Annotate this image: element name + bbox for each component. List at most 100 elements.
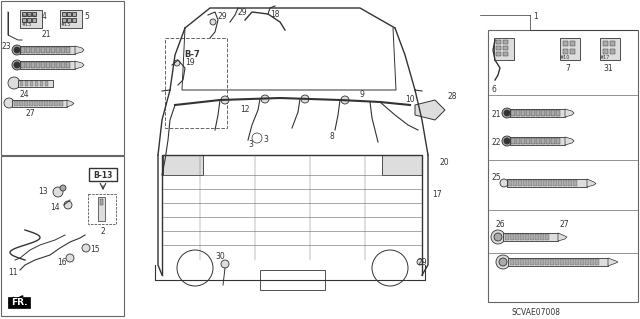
Bar: [60, 10, 82, 28]
Bar: [515, 234, 519, 240]
Bar: [260, 270, 325, 290]
Bar: [546, 138, 550, 144]
Bar: [560, 259, 564, 265]
Text: #15: #15: [22, 22, 33, 27]
Text: 29: 29: [418, 258, 428, 267]
Circle shape: [210, 19, 216, 25]
Bar: [511, 110, 515, 116]
Bar: [488, 30, 638, 302]
Bar: [44, 101, 48, 106]
Bar: [570, 259, 574, 265]
Text: 29: 29: [238, 8, 248, 17]
Circle shape: [66, 254, 74, 262]
Circle shape: [301, 95, 309, 103]
Bar: [603, 41, 608, 46]
Bar: [496, 46, 501, 50]
Circle shape: [53, 187, 63, 197]
Polygon shape: [565, 137, 574, 145]
Text: SCVAE07008: SCVAE07008: [511, 308, 561, 317]
Text: 1: 1: [533, 12, 538, 21]
Bar: [61, 62, 65, 68]
Text: 3: 3: [248, 140, 253, 149]
Bar: [553, 180, 557, 186]
Bar: [568, 180, 572, 186]
Bar: [538, 180, 542, 186]
Text: 26: 26: [496, 220, 506, 229]
Text: 24: 24: [20, 90, 29, 99]
Bar: [573, 180, 577, 186]
Bar: [550, 259, 554, 265]
Bar: [56, 62, 60, 68]
Bar: [40, 81, 43, 86]
Bar: [26, 47, 30, 53]
Text: 15: 15: [90, 245, 100, 254]
Polygon shape: [608, 258, 618, 266]
Text: 12: 12: [240, 105, 250, 114]
Text: 13: 13: [38, 187, 48, 196]
Bar: [88, 194, 116, 224]
Circle shape: [494, 233, 502, 241]
Bar: [523, 180, 527, 186]
Bar: [535, 259, 539, 265]
Bar: [531, 138, 535, 144]
Circle shape: [8, 77, 20, 89]
Text: 11: 11: [8, 268, 17, 277]
Bar: [548, 180, 552, 186]
Bar: [531, 110, 535, 116]
Text: 19: 19: [185, 58, 195, 67]
Bar: [563, 49, 568, 54]
Text: #15: #15: [61, 22, 72, 27]
Text: 5: 5: [84, 12, 89, 21]
Bar: [21, 47, 25, 53]
Circle shape: [14, 62, 20, 68]
Circle shape: [504, 110, 510, 116]
Bar: [41, 62, 45, 68]
Bar: [540, 259, 544, 265]
Bar: [62, 12, 66, 16]
Bar: [530, 234, 534, 240]
Bar: [565, 259, 569, 265]
Bar: [89, 168, 117, 181]
Bar: [526, 110, 530, 116]
Bar: [1, 1, 124, 155]
Bar: [26, 62, 30, 68]
Bar: [508, 180, 512, 186]
Bar: [528, 180, 532, 186]
Bar: [513, 180, 517, 186]
Bar: [503, 40, 508, 44]
Bar: [610, 49, 615, 54]
Bar: [551, 138, 555, 144]
Circle shape: [496, 255, 510, 269]
Bar: [46, 47, 50, 53]
Bar: [20, 81, 23, 86]
Text: 16: 16: [57, 258, 67, 267]
Bar: [546, 110, 550, 116]
Bar: [20, 61, 75, 69]
Bar: [66, 62, 70, 68]
Bar: [570, 49, 575, 54]
Bar: [533, 180, 537, 186]
Bar: [575, 259, 579, 265]
Bar: [518, 180, 522, 186]
Bar: [556, 138, 560, 144]
Bar: [20, 10, 42, 28]
Polygon shape: [8, 297, 30, 308]
Text: 28: 28: [448, 92, 458, 101]
Bar: [560, 38, 580, 60]
Bar: [530, 259, 534, 265]
Bar: [100, 199, 103, 205]
Text: 31: 31: [603, 64, 613, 73]
Circle shape: [4, 98, 14, 108]
Circle shape: [12, 60, 22, 70]
Bar: [62, 18, 66, 22]
Text: #17: #17: [600, 55, 611, 60]
Text: 27: 27: [25, 109, 35, 118]
Text: b: b: [33, 14, 36, 18]
Bar: [580, 259, 584, 265]
Text: 4: 4: [42, 12, 47, 21]
Bar: [505, 234, 509, 240]
Circle shape: [341, 96, 349, 104]
Bar: [56, 47, 60, 53]
Text: 0: 0: [28, 14, 31, 18]
Bar: [536, 138, 540, 144]
